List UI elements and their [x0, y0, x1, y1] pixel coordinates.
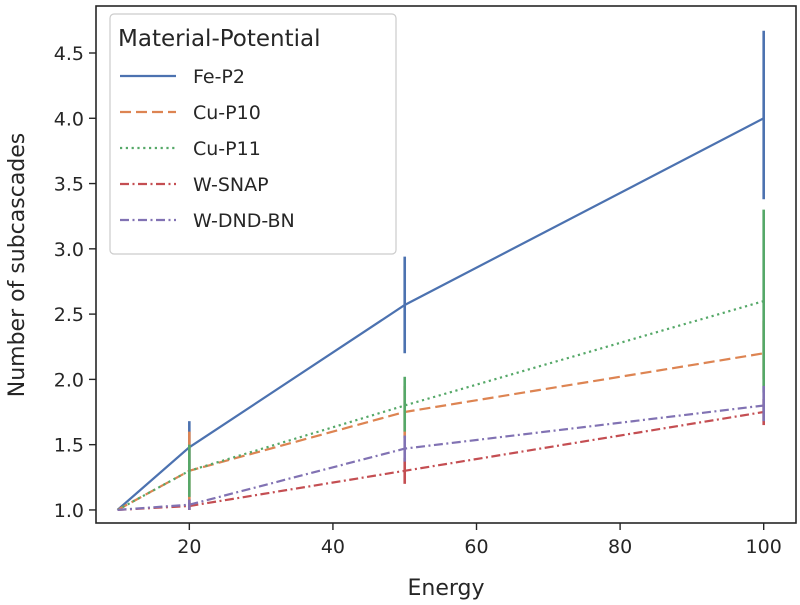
plot-lines — [116, 117, 765, 511]
y-tick-label: 3.0 — [54, 239, 84, 261]
y-tick-label: 2.5 — [54, 304, 84, 326]
y-axis-label: Number of subcascades — [5, 133, 30, 398]
series-line-w-dnd-bn — [117, 404, 764, 511]
x-tick-label: 40 — [321, 536, 345, 558]
legend-label: Fe-P2 — [193, 66, 245, 88]
y-tick-label: 4.5 — [54, 43, 84, 65]
legend-label: Cu-P11 — [193, 138, 261, 160]
legend-entries: Fe-P2 Cu-P10 Cu-P11 W-SNAP W-DND-BN — [120, 66, 295, 232]
legend-label: W-DND-BN — [193, 210, 295, 232]
y-tick-label: 2.0 — [54, 369, 84, 391]
legend-label: W-SNAP — [193, 174, 269, 196]
y-tick-label: 4.0 — [54, 108, 84, 130]
x-tick-label: 60 — [464, 536, 488, 558]
series-line-w-snap — [117, 410, 764, 511]
x-tick-label: 80 — [608, 536, 632, 558]
x-tick-label: 100 — [746, 536, 782, 558]
y-tick-label: 1.5 — [54, 435, 84, 457]
legend-title: Material-Potential — [118, 26, 321, 52]
y-axis: 1.0 1.5 2.0 2.5 3.0 3.5 4.0 4.5 — [54, 43, 96, 522]
legend-label: Cu-P10 — [193, 102, 261, 124]
series-line-fe-p2 — [116, 117, 765, 511]
legend: Material-Potential Fe-P2 Cu-P10 Cu-P11 W-SN… — [109, 13, 397, 255]
error-bars — [188, 30, 765, 510]
plot-frame — [95, 5, 797, 524]
x-axis: 20 40 60 80 100 — [177, 523, 782, 558]
x-tick-label: 20 — [177, 536, 201, 558]
legend-box — [109, 13, 397, 255]
y-tick-label: 3.5 — [54, 174, 84, 196]
y-tick-label: 1.0 — [54, 500, 84, 522]
x-axis-label: Energy — [407, 576, 484, 601]
series-line-cu-p11 — [116, 300, 765, 511]
